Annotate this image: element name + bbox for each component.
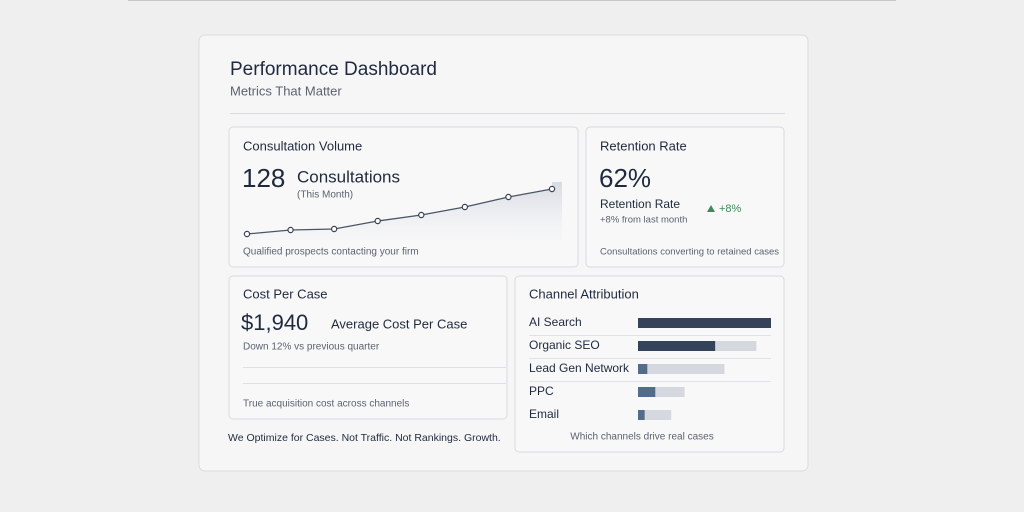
panel-title: Retention Rate (600, 138, 687, 153)
bar-track (638, 387, 685, 397)
metric-note: Down 12% vs previous quarter (243, 342, 380, 353)
sparkline-point (505, 193, 512, 201)
sparkline-point (374, 217, 381, 225)
channel-label: AI Search (529, 315, 582, 329)
sparkline-point (243, 230, 251, 238)
sparkline-point (418, 211, 425, 219)
channel-label: Email (529, 407, 559, 421)
tagline: We Optimize for Cases. Not Traffic. Not … (228, 432, 501, 444)
sparkline-line (246, 188, 553, 235)
bar-fill (638, 364, 648, 374)
caption: Qualified prospects contacting your firm (243, 247, 419, 258)
sparkline-area (247, 182, 562, 240)
channel-label: PPC (529, 384, 554, 398)
metric-value: $1,940 (241, 310, 308, 335)
subtitle: Metrics That Matter (230, 83, 342, 98)
change: +8% (719, 203, 742, 215)
metric-label: Retention Rate (600, 197, 680, 211)
panel-title: Consultation Volume (243, 138, 362, 153)
panel (585, 126, 785, 268)
caption: True acquisition cost across channels (243, 399, 409, 410)
sparkline-point (287, 226, 294, 234)
metric-unit: Consultations (297, 167, 400, 186)
metric-note: +8% from last month (600, 215, 687, 226)
bar-track (638, 364, 725, 374)
sparkline (243, 182, 562, 240)
sparkline-point (548, 185, 556, 193)
caption: Consultations converting to retained cas… (600, 247, 779, 258)
metric-value: 128 (242, 163, 285, 193)
bar-fill (638, 410, 645, 420)
bar-fill (638, 387, 656, 397)
metric-value: 62% (599, 163, 651, 193)
caption: Which channels drive real cases (570, 432, 713, 443)
up-arrow (707, 205, 715, 212)
sparkline-point (461, 203, 469, 211)
title: Performance Dashboard (230, 59, 437, 80)
metric-label: Average Cost Per Case (331, 316, 467, 331)
channel-label: Lead Gen Network (529, 361, 630, 375)
panel-title: Channel Attribution (529, 286, 639, 301)
sparkline-point (330, 225, 338, 233)
bar-fill (638, 318, 771, 328)
bar-fill (638, 341, 716, 351)
metric-period: (This Month) (297, 190, 353, 201)
bar-track (638, 410, 672, 420)
channel-label: Organic SEO (529, 338, 600, 352)
panel-title: Cost Per Case (243, 286, 328, 301)
channel-bars: AI Search Organic SEO Lead Gen Network PPC E… (529, 315, 771, 421)
